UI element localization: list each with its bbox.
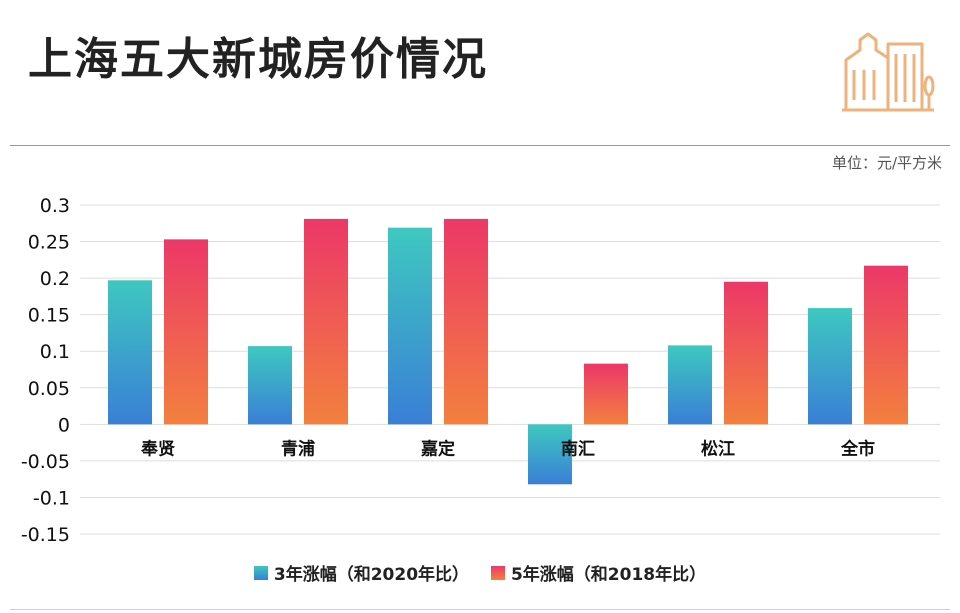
bar-series1-5 bbox=[808, 308, 852, 425]
y-tick-label: 0.15 bbox=[28, 305, 70, 327]
bar-series2-4 bbox=[724, 281, 768, 425]
bar-series2-5 bbox=[864, 265, 908, 425]
legend: 3年涨幅（和2020年比） 5年涨幅（和2018年比） bbox=[0, 560, 960, 585]
legend-item-series1: 3年涨幅（和2020年比） bbox=[253, 560, 470, 585]
bar-series2-1 bbox=[304, 218, 348, 425]
title-divider bbox=[10, 145, 950, 146]
y-tick-label: -0.05 bbox=[21, 451, 70, 473]
x-tick-label: 嘉定 bbox=[420, 438, 455, 459]
bar-series1-0 bbox=[108, 280, 152, 425]
y-tick-label: 0.3 bbox=[40, 195, 70, 217]
y-tick-label: -0.15 bbox=[21, 524, 70, 546]
x-tick-label: 南汇 bbox=[561, 438, 595, 459]
legend-swatch-series1 bbox=[253, 565, 268, 580]
bar-series2-2 bbox=[444, 218, 488, 425]
tick-labels: 0.3 0.25 0.2 0.15 0.1 0.05 0 -0.05 -0.1 -0.15 奉贤 青浦… bbox=[21, 195, 875, 546]
y-tick-label: -0.1 bbox=[33, 487, 70, 509]
legend-label-series2: 5年涨幅（和2018年比） bbox=[510, 565, 707, 585]
y-tick-label: 0.05 bbox=[28, 378, 70, 400]
buildings-icon bbox=[842, 32, 935, 112]
bar-series1-3 bbox=[528, 424, 572, 485]
legend-label-series1: 3年涨幅（和2020年比） bbox=[273, 565, 470, 585]
x-tick-label: 奉贤 bbox=[140, 438, 175, 459]
bar-series1-1 bbox=[248, 346, 292, 425]
legend-swatch-series2 bbox=[490, 565, 505, 580]
bottom-divider bbox=[10, 609, 950, 610]
bars bbox=[108, 218, 908, 485]
y-tick-label: 0.2 bbox=[40, 268, 70, 290]
y-tick-label: 0.25 bbox=[28, 232, 70, 254]
x-tick-label: 青浦 bbox=[281, 438, 315, 459]
x-tick-label: 全市 bbox=[840, 438, 875, 459]
bar-series2-0 bbox=[164, 239, 208, 425]
x-tick-label: 松江 bbox=[701, 438, 735, 459]
page-title: 上海五大新城房价情况 bbox=[28, 34, 488, 85]
gridlines bbox=[80, 204, 940, 535]
bar-series1-4 bbox=[668, 345, 712, 425]
y-tick-label: 0.1 bbox=[40, 341, 70, 363]
bar-series1-2 bbox=[388, 227, 432, 425]
bar-series2-3 bbox=[584, 363, 628, 425]
legend-item-series2: 5年涨幅（和2018年比） bbox=[490, 560, 707, 585]
unit-label: 单位：元/平方米 bbox=[831, 154, 942, 172]
y-tick-label: 0 bbox=[58, 414, 70, 436]
